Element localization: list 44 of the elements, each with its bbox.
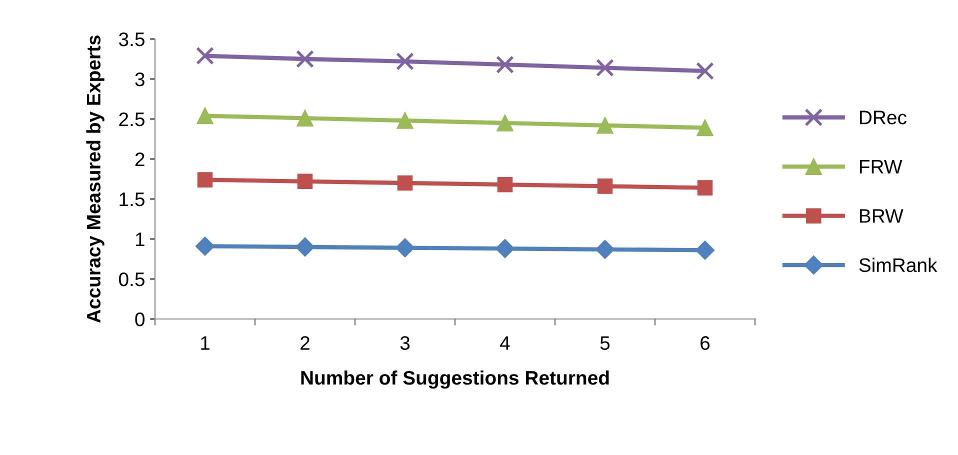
point — [496, 114, 514, 132]
y-tick-label: 3.5 — [118, 32, 144, 46]
y-tick-label: 1 — [136, 232, 144, 246]
point — [696, 119, 714, 136]
point — [396, 112, 414, 129]
legend-label: FRW — [860, 160, 902, 174]
point — [296, 110, 314, 127]
legend-label: DRec — [860, 110, 906, 124]
x-tick-label: 5 — [600, 336, 610, 350]
point — [297, 174, 313, 190]
y-tick-label: 0 — [135, 312, 145, 326]
y-tick-label: 1.5 — [120, 192, 144, 206]
x-tick-label: 4 — [500, 336, 510, 350]
point — [195, 236, 215, 256]
point — [395, 238, 415, 258]
point — [196, 107, 214, 124]
point — [596, 58, 614, 77]
y-tick-label: 2 — [135, 152, 144, 166]
point — [496, 56, 514, 74]
point — [696, 62, 714, 80]
y-tick-label: 3 — [135, 72, 144, 86]
legend-label: SimRank — [859, 258, 938, 272]
x-tick-label: 1 — [201, 336, 210, 350]
x-tick-label: 3 — [400, 336, 410, 350]
y-tick-label: 2.5 — [119, 112, 144, 126]
point — [597, 178, 613, 194]
point — [596, 117, 614, 134]
point — [296, 50, 314, 68]
y-tick-label: 0.5 — [119, 272, 144, 286]
point — [397, 175, 413, 191]
point — [497, 176, 513, 192]
point — [697, 180, 713, 196]
legend-label: BRW — [860, 209, 904, 223]
x-tick-label: 6 — [700, 336, 710, 350]
point — [695, 240, 715, 260]
point — [396, 52, 414, 70]
point — [495, 239, 515, 258]
point — [197, 172, 213, 188]
point — [295, 237, 315, 257]
x-axis-title: Number of Suggestions Returned — [301, 370, 609, 389]
point — [196, 46, 214, 65]
y-axis-title: Accuracy Measured by Experts — [86, 36, 104, 323]
point — [595, 240, 615, 259]
x-tick-label: 2 — [300, 336, 310, 350]
